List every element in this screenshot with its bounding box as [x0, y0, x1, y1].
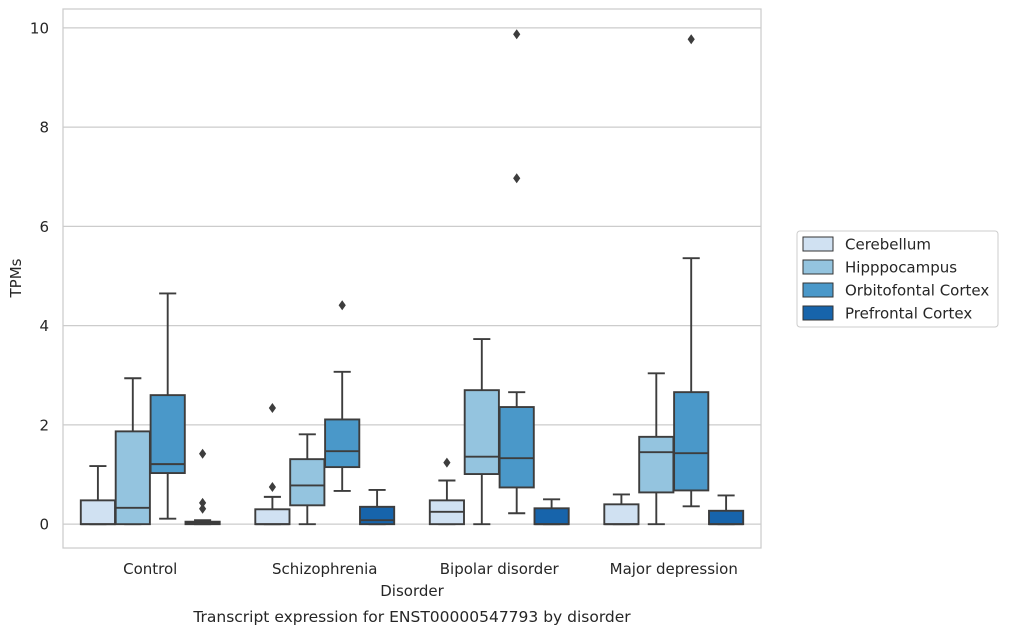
legend-label: Prefrontal Cortex — [845, 305, 972, 323]
boxes — [79, 29, 745, 526]
x-tick-label: Bipolar disorder — [440, 560, 560, 578]
outlier-point — [513, 29, 521, 40]
box-group — [114, 377, 151, 526]
y-tick-labels: 0 2 4 6 8 10 — [30, 19, 49, 533]
y-tick-label: 2 — [39, 416, 49, 434]
outlier-point — [268, 481, 276, 492]
y-axis-label: TPMs — [7, 258, 25, 298]
box-group — [289, 433, 326, 526]
outlier-point — [687, 34, 695, 45]
legend-label: Orbitofontal Cortex — [845, 282, 989, 300]
box-group — [359, 488, 396, 526]
x-tick-label: Control — [123, 560, 177, 578]
box-group — [498, 29, 535, 515]
legend-label: Hipppocampus — [845, 259, 957, 277]
legend-frame — [796, 230, 999, 328]
y-tick-label: 0 — [39, 516, 49, 534]
box-group — [673, 34, 710, 508]
outlier-point — [338, 300, 346, 311]
box-body — [114, 430, 151, 526]
x-tick-label: Major depression — [610, 560, 738, 578]
y-tick-label: 4 — [39, 317, 49, 335]
box-group — [463, 338, 500, 526]
legend: Cerebellum Hipppocampus Orbitofontal Corte… — [796, 230, 999, 328]
box-body — [533, 507, 570, 526]
box-group — [533, 498, 570, 526]
box-body — [324, 418, 361, 469]
box-group — [603, 493, 640, 526]
outlier-point — [199, 497, 207, 508]
box-body — [463, 389, 500, 475]
y-tick-label: 8 — [39, 119, 49, 137]
box-body — [708, 509, 745, 526]
legend-swatch — [802, 282, 834, 298]
legend-label: Cerebellum — [845, 236, 931, 254]
box-body — [673, 391, 710, 492]
box-group — [184, 448, 221, 526]
box-group — [149, 292, 186, 520]
legend-swatch — [802, 236, 834, 252]
box-group — [428, 457, 465, 526]
outlier-point — [199, 448, 207, 459]
box-group — [324, 300, 361, 492]
legend-swatch — [802, 305, 834, 321]
box-group — [708, 494, 745, 526]
box-body — [149, 394, 186, 475]
box-body — [79, 499, 116, 526]
outlier-point — [513, 173, 521, 184]
x-tick-label: Schizophrenia — [272, 560, 377, 578]
plot-area-frame — [62, 8, 762, 549]
chart-caption: Transcript expression for ENST0000054779… — [192, 608, 631, 626]
box-body — [638, 435, 675, 494]
legend-swatch — [802, 259, 834, 275]
box-body — [254, 508, 291, 526]
box-group — [79, 465, 116, 526]
outlier-point — [268, 403, 276, 414]
x-tick-labels: Control Schizophrenia Bipolar disorder Majo… — [123, 560, 738, 578]
box-body — [498, 406, 535, 489]
outlier-point — [443, 457, 451, 468]
box-body — [603, 503, 640, 526]
y-tick-label: 10 — [30, 19, 49, 37]
box-body — [359, 505, 396, 526]
box-group — [638, 372, 675, 526]
y-tick-label: 6 — [39, 218, 49, 236]
x-axis-label: Disorder — [380, 582, 444, 600]
box-group — [254, 403, 291, 526]
box-body — [289, 458, 326, 507]
outlier-point — [199, 503, 207, 514]
